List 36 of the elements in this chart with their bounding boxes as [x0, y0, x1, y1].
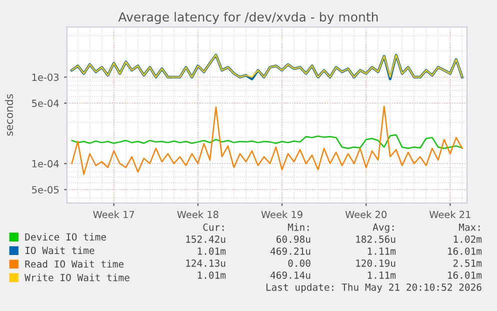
y-tick-label: 5e-05: [32, 186, 59, 194]
y-axis-title: seconds: [4, 94, 14, 136]
text: 60.98u: [276, 235, 310, 243]
chart-title: Average latency for /dev/xvda - by month: [118, 12, 378, 24]
text: 1.11m: [368, 272, 396, 279]
text: 1.11m: [368, 248, 396, 255]
x-tick-label: Week 21: [429, 210, 470, 218]
text: Avg:: [372, 224, 394, 233]
text: 152.42u: [186, 235, 226, 243]
legend-label: Read IO Wait time: [25, 260, 124, 268]
text: 182.56u: [356, 235, 396, 243]
text: Min:: [288, 223, 309, 231]
text: 124.13u: [186, 259, 226, 267]
legend-label: Write IO Wait time: [24, 274, 130, 282]
y-tick-label: 1e-04: [32, 160, 59, 168]
text: Max:: [458, 224, 480, 231]
text: 469.21u: [270, 247, 310, 255]
legend-label: IO Wait time: [26, 246, 94, 254]
y-tick-label: 5e-04: [32, 100, 59, 107]
text: 0.00: [288, 259, 310, 267]
x-tick-label: Week 17: [93, 210, 134, 218]
text: 120.19u: [356, 259, 396, 267]
text: 2.51m: [453, 259, 482, 267]
text: 1.01m: [198, 271, 226, 279]
x-tick-label: Week 19: [261, 210, 302, 218]
text: 469.14u: [270, 271, 310, 279]
text: Last update: Thu May 21 20:10:52 2026: [266, 283, 482, 293]
text: 1.02m: [454, 235, 482, 243]
x-tick-label: Week 18: [177, 210, 218, 218]
text: 1.01m: [198, 247, 226, 255]
legend-label: Device IO time: [25, 233, 106, 241]
text: 16.01m: [448, 271, 482, 279]
y-tick-label: 1e-03: [32, 74, 59, 81]
x-tick-label: Week 20: [345, 210, 386, 218]
text: Cur:: [203, 223, 224, 231]
text: 16.01m: [448, 247, 482, 255]
